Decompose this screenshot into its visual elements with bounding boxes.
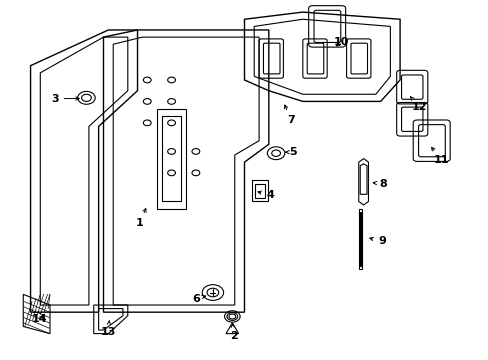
Text: 5: 5 bbox=[285, 147, 296, 157]
Polygon shape bbox=[225, 323, 238, 334]
Text: 9: 9 bbox=[369, 237, 385, 247]
Text: 8: 8 bbox=[372, 179, 386, 189]
Text: 3: 3 bbox=[51, 94, 79, 104]
Text: 11: 11 bbox=[431, 147, 448, 165]
Text: 10: 10 bbox=[333, 37, 349, 48]
Text: 6: 6 bbox=[192, 294, 205, 303]
Text: 4: 4 bbox=[257, 190, 274, 201]
Text: 12: 12 bbox=[409, 97, 427, 112]
Text: 13: 13 bbox=[101, 321, 116, 337]
Text: 2: 2 bbox=[229, 324, 237, 341]
Text: 1: 1 bbox=[136, 208, 146, 228]
Text: 14: 14 bbox=[31, 314, 47, 324]
Text: 7: 7 bbox=[284, 105, 294, 125]
